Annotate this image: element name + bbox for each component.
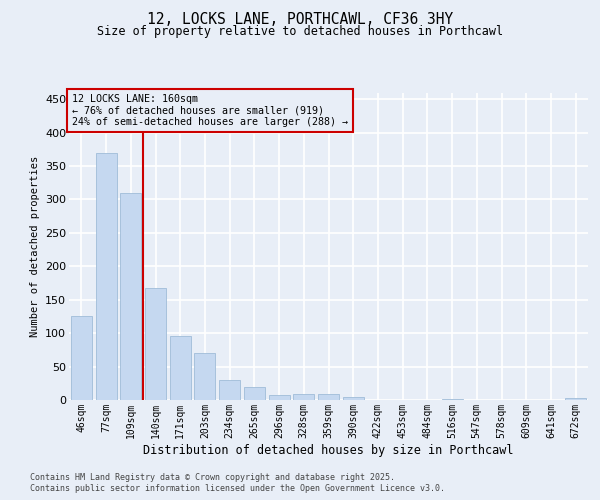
Bar bbox=[145, 288, 166, 400]
Text: Size of property relative to detached houses in Porthcawl: Size of property relative to detached ho… bbox=[97, 25, 503, 38]
Text: 12 LOCKS LANE: 160sqm
← 76% of detached houses are smaller (919)
24% of semi-det: 12 LOCKS LANE: 160sqm ← 76% of detached … bbox=[71, 94, 347, 127]
Y-axis label: Number of detached properties: Number of detached properties bbox=[29, 156, 40, 337]
Bar bbox=[565, 398, 586, 400]
Bar bbox=[343, 398, 364, 400]
Bar bbox=[269, 396, 290, 400]
Bar bbox=[219, 380, 240, 400]
Bar bbox=[120, 193, 141, 400]
Bar bbox=[95, 152, 116, 400]
Bar bbox=[318, 394, 339, 400]
Bar bbox=[71, 316, 92, 400]
Text: 12, LOCKS LANE, PORTHCAWL, CF36 3HY: 12, LOCKS LANE, PORTHCAWL, CF36 3HY bbox=[147, 12, 453, 28]
Text: Contains public sector information licensed under the Open Government Licence v3: Contains public sector information licen… bbox=[30, 484, 445, 493]
Bar bbox=[170, 336, 191, 400]
X-axis label: Distribution of detached houses by size in Porthcawl: Distribution of detached houses by size … bbox=[143, 444, 514, 456]
Bar bbox=[194, 353, 215, 400]
Text: Contains HM Land Registry data © Crown copyright and database right 2025.: Contains HM Land Registry data © Crown c… bbox=[30, 472, 395, 482]
Bar bbox=[293, 394, 314, 400]
Bar bbox=[244, 388, 265, 400]
